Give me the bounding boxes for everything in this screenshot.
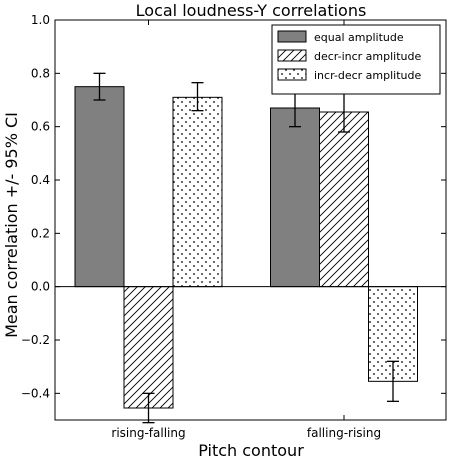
x-axis-label: Pitch contour xyxy=(198,441,304,460)
legend-swatch-diagonal-hatch xyxy=(277,49,307,62)
legend-swatch-dots xyxy=(277,68,307,81)
y-tick-label: 1.0 xyxy=(31,13,50,27)
y-axis: −0.4 −0.2 0.0 0.2 0.4 0.6 0.8 1.0 xyxy=(21,13,446,400)
legend-label: equal amplitude xyxy=(314,31,404,44)
y-tick-label: −0.4 xyxy=(21,386,50,400)
legend-swatch-solid xyxy=(277,30,307,43)
bar-solid-falling-rising xyxy=(270,107,320,288)
x-tick-label: falling-rising xyxy=(307,426,381,440)
bar-dots-rising-falling xyxy=(172,96,223,288)
legend-label: incr-decr amplitude xyxy=(314,69,421,82)
legend: equal amplitude decr-incr amplitude incr-d… xyxy=(271,24,441,95)
bar-diagonal-hatch-rising-falling xyxy=(123,286,174,409)
bars-layer xyxy=(74,86,418,409)
y-tick-label: 0.2 xyxy=(31,226,50,240)
x-axis: rising-falling falling-rising xyxy=(111,20,381,440)
y-tick-label: 0.6 xyxy=(31,120,50,134)
chart-title: Local loudness-Y correlations xyxy=(136,1,367,20)
y-tick-label: 0.0 xyxy=(31,280,50,294)
x-tick-label: rising-falling xyxy=(111,426,185,440)
bar-solid-rising-falling xyxy=(74,86,125,288)
y-tick-label: 0.4 xyxy=(31,173,50,187)
legend-label: decr-incr amplitude xyxy=(314,50,421,63)
y-tick-label: −0.2 xyxy=(21,333,50,347)
plot-frame xyxy=(54,19,447,421)
y-tick-label: 0.8 xyxy=(31,66,50,80)
y-axis-label: Mean correlation +/- 95% CI xyxy=(2,112,21,338)
bar-diagonal-hatch-falling-rising xyxy=(319,111,369,288)
